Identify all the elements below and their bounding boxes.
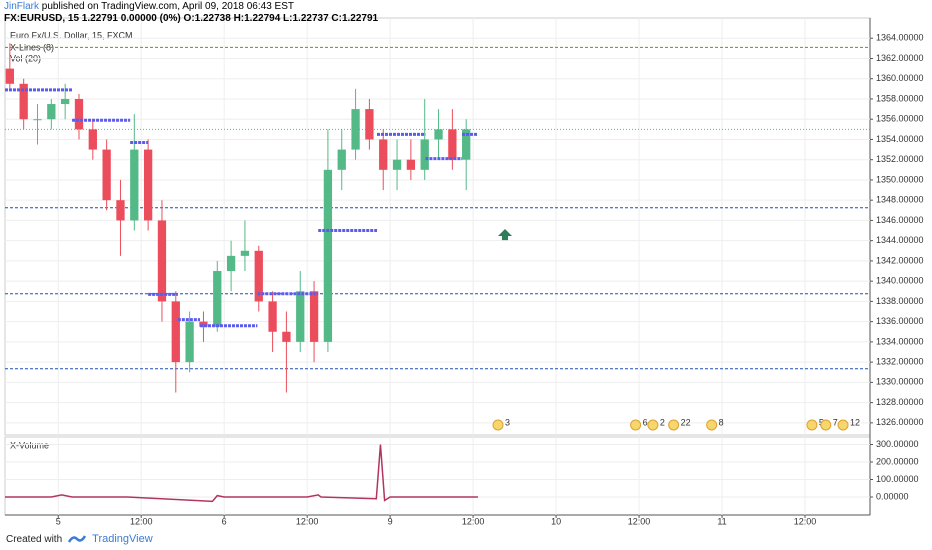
candle-body — [448, 129, 457, 160]
y-tick-label: 1340.00000 — [876, 276, 924, 286]
event-label: 6 — [643, 417, 648, 427]
x-tick-label: 6 — [222, 516, 227, 526]
candle-body — [74, 98, 84, 130]
y-tick-label: 100.00000 — [876, 474, 919, 484]
x-tick-label: 11 — [717, 516, 726, 526]
header-text: published on TradingView.com, April 09, … — [41, 1, 294, 12]
x-tick-label: 12:00 — [130, 516, 153, 526]
x-tick-label: 12:00 — [794, 516, 817, 526]
candle-body — [88, 129, 97, 150]
chart-title: Euro Fx/U.S. Dollar, 15, FXCM — [10, 30, 133, 40]
pane-title: X-Volume — [10, 440, 49, 450]
y-tick-label: 1336.00000 — [876, 316, 924, 326]
candle-body — [406, 159, 416, 170]
candle-body — [47, 104, 56, 120]
candle-body — [434, 129, 443, 140]
candle-body — [199, 321, 208, 327]
event-label: 22 — [681, 417, 691, 427]
event-label: 3 — [505, 417, 510, 427]
candle-body — [213, 271, 222, 327]
author[interactable]: JinFlark — [4, 1, 40, 12]
y-tick-label: 1350.00000 — [876, 174, 924, 184]
y-tick-label: 1348.00000 — [876, 195, 924, 205]
event-icon — [668, 419, 680, 431]
candle-body — [420, 139, 429, 170]
y-tick-label: 1362.00000 — [876, 53, 924, 63]
y-tick-label: 1326.00000 — [876, 417, 924, 427]
header: JinFlark published on TradingView.com, A… — [4, 1, 378, 25]
candle-body — [157, 220, 167, 302]
candle-body — [61, 98, 70, 105]
candle-body — [33, 119, 42, 121]
y-tick-label: 1342.00000 — [876, 255, 924, 265]
candle-body — [323, 169, 333, 342]
candle-body — [240, 250, 250, 256]
candle-body — [254, 250, 263, 302]
candle-body — [282, 331, 291, 342]
candle-body — [5, 68, 14, 84]
candle-body — [185, 321, 194, 363]
x-tick-label: 12:00 — [462, 516, 485, 526]
brand[interactable]: TradingView — [92, 533, 153, 545]
y-tick-label: 300.00000 — [876, 439, 919, 449]
y-tick-label: 1344.00000 — [876, 235, 924, 245]
event-icon — [806, 419, 818, 431]
y-tick-label: 1352.00000 — [876, 154, 924, 164]
candle-body — [143, 149, 153, 221]
event-label: 12 — [850, 417, 860, 427]
event-icon — [706, 419, 718, 431]
x-tick-label: 12:00 — [628, 516, 651, 526]
x-tick-label: 10 — [551, 516, 561, 526]
arrow-icon — [498, 229, 512, 241]
y-tick-label: 1346.00000 — [876, 215, 924, 225]
candle-body — [462, 129, 471, 160]
candle-body — [116, 200, 125, 221]
candle-body — [102, 149, 111, 201]
event-icon — [820, 419, 832, 431]
event-icon — [492, 419, 504, 431]
candle-body — [379, 139, 388, 170]
candle-body — [309, 291, 319, 342]
candle-body — [296, 291, 305, 342]
footer: Created with TradingView — [6, 533, 153, 545]
footer-text: Created with — [6, 533, 63, 545]
candle-body — [351, 109, 360, 150]
y-tick-label: 1360.00000 — [876, 73, 924, 83]
candle-body — [392, 159, 402, 170]
candle-body — [171, 301, 180, 363]
symbol-line: FX:EURUSD, 15 1.22791 0.00000 (0%) O:1.2… — [4, 13, 379, 24]
event-icon — [647, 419, 659, 431]
y-tick-label: 1364.00000 — [876, 33, 924, 43]
y-tick-label: 1334.00000 — [876, 336, 924, 346]
volume-line — [5, 444, 478, 503]
logo — [68, 535, 87, 543]
x-tick-label: 9 — [388, 516, 393, 526]
candle-body — [19, 83, 28, 120]
candle-body — [268, 301, 277, 332]
volume-pane — [4, 436, 871, 516]
y-tick-label: 1328.00000 — [876, 397, 924, 407]
candle-body — [130, 149, 139, 221]
candle-body — [365, 109, 374, 140]
y-tick-label: 1338.00000 — [876, 296, 924, 306]
y-tick-label: 1358.00000 — [876, 93, 924, 103]
x-tick-label: 12:00 — [296, 516, 319, 526]
event-icon — [630, 419, 642, 431]
event-label: 2 — [660, 417, 665, 427]
x-tick-label: 5 — [56, 516, 61, 526]
y-tick-label: 200.00000 — [876, 456, 919, 466]
y-tick-label: 1354.00000 — [876, 134, 924, 144]
event-label: 7 — [833, 417, 838, 427]
candle-body — [226, 255, 236, 272]
y-tick-label: 0.00000 — [876, 491, 909, 501]
y-tick-label: 1332.00000 — [876, 357, 924, 367]
y-tick-label: 1356.00000 — [876, 114, 924, 124]
event-label: 8 — [719, 417, 724, 427]
candle-body — [337, 149, 346, 170]
event-icon — [837, 419, 849, 431]
y-tick-label: 1330.00000 — [876, 377, 924, 387]
